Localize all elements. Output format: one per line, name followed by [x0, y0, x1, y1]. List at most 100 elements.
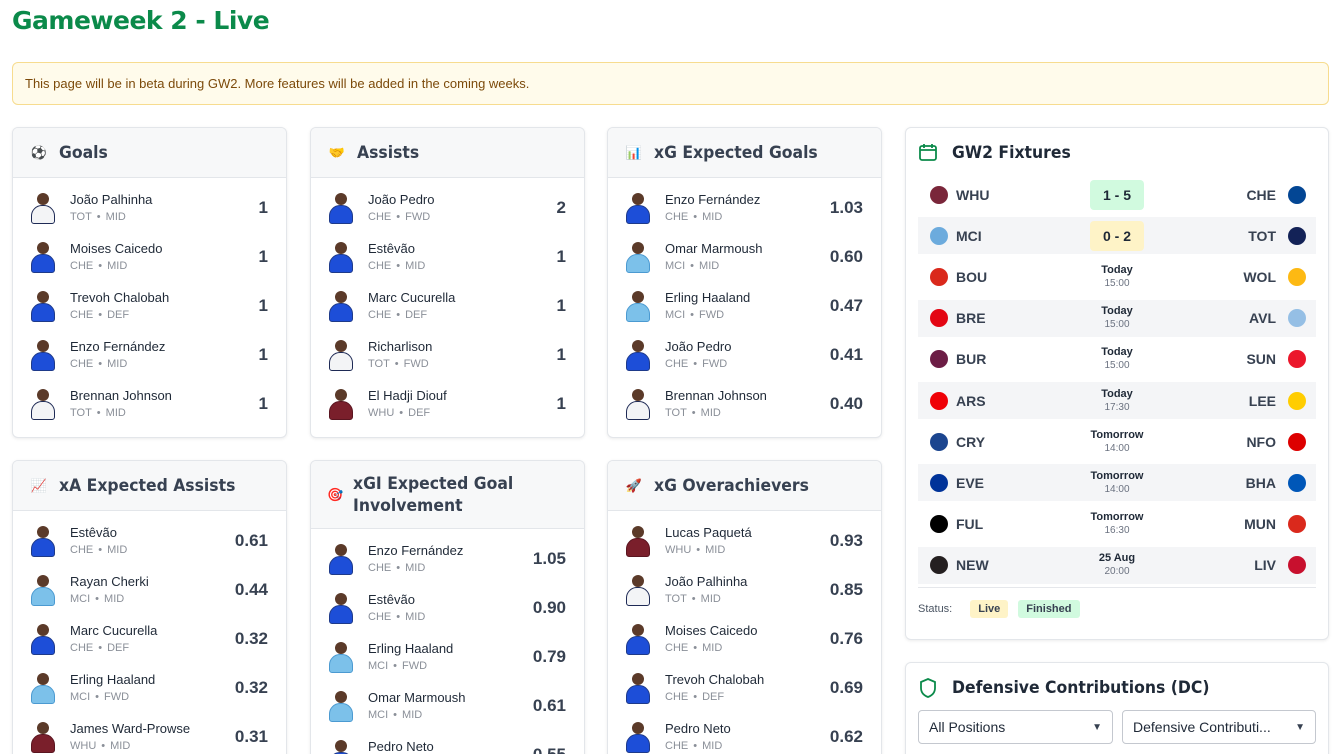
player-row[interactable]: Enzo Fernández CHE • MID 1.05 — [311, 535, 584, 584]
player-row[interactable]: Erling Haaland MCI • FWD 0.32 — [13, 663, 286, 712]
stat-value: 1 — [258, 198, 268, 218]
player-position: DEF — [702, 690, 725, 703]
player-team: MCI — [70, 690, 91, 703]
player-avatar — [327, 290, 355, 322]
player-row[interactable]: James Ward-Prowse WHU • MID 0.31 — [13, 712, 286, 754]
player-row[interactable]: Estêvão CHE • MID 0.61 — [13, 517, 286, 566]
position-select[interactable]: All Positions ▼ — [918, 710, 1113, 744]
fixture-score: 1 - 5 — [1090, 179, 1144, 210]
player-name: Brennan Johnson — [665, 387, 767, 403]
away-team: NFO — [1246, 433, 1276, 450]
fixture-row[interactable]: EVE Tomorrow 14:00 BHA — [918, 464, 1316, 502]
fixture-row[interactable]: CRY Tomorrow 14:00 NFO — [918, 423, 1316, 460]
kickoff-day: Tomorrow — [1090, 469, 1144, 482]
player-team: CHE — [665, 641, 689, 654]
player-row[interactable]: Marc Cucurella CHE • DEF 0.32 — [13, 615, 286, 664]
player-avatar — [29, 721, 57, 753]
player-row[interactable]: Trevoh Chalobah CHE • DEF 1 — [13, 282, 286, 331]
player-avatar — [624, 192, 652, 225]
player-avatar — [624, 241, 652, 274]
trend-chart-icon: 📈 — [30, 477, 48, 493]
player-row[interactable]: Erling Haaland MCI • FWD 0.47 — [608, 282, 881, 331]
fixture-row[interactable]: WHU 1 - 5 CHE — [918, 176, 1316, 213]
bar-chart-icon: 📊 — [625, 144, 643, 160]
player-team: CHE — [665, 357, 689, 370]
player-team: CHE — [665, 739, 689, 752]
card-title: Goals — [59, 142, 108, 163]
player-row[interactable]: Moises Caicedo CHE • MID 0.76 — [608, 615, 881, 664]
fixture-row[interactable]: BUR Today 15:00 SUN — [918, 341, 1316, 378]
player-row[interactable]: Estêvão CHE • MID 1 — [311, 233, 584, 282]
player-avatar — [29, 339, 57, 371]
chevron-down-icon: ▼ — [1295, 721, 1305, 733]
player-team: CHE — [70, 641, 94, 654]
player-name: João Pedro — [368, 192, 435, 208]
player-avatar — [327, 241, 355, 274]
player-row[interactable]: João Palhinha TOT • MID 0.85 — [608, 566, 881, 615]
player-position: FWD — [405, 211, 431, 224]
player-row[interactable]: João Palhinha TOT • MID 1 — [13, 184, 286, 233]
fixture-row[interactable]: MCI 0 - 2 TOT — [918, 217, 1316, 255]
player-avatar — [624, 623, 652, 655]
player-row[interactable]: Omar Marmoush MCI • MID 0.60 — [608, 233, 881, 282]
player-row[interactable]: Estêvão CHE • MID 0.90 — [311, 584, 584, 633]
fixture-row[interactable]: FUL Tomorrow 16:30 MUN — [918, 506, 1316, 543]
kickoff-day: Tomorrow — [1090, 511, 1144, 524]
player-team: CHE — [70, 308, 94, 321]
home-team: ARS — [956, 392, 986, 409]
player-row[interactable]: Brennan Johnson TOT • MID 1 — [13, 379, 286, 428]
player-row[interactable]: Omar Marmoush MCI • MID 0.61 — [311, 681, 584, 730]
player-position: MID — [700, 593, 721, 606]
fixture-row[interactable]: BOU Today 15:00 WOL — [918, 258, 1316, 295]
away-team: LEE — [1248, 392, 1276, 409]
stat-value: 0.55 — [533, 745, 566, 754]
kickoff-day: Today — [1101, 305, 1133, 318]
player-name: Estêvão — [70, 525, 117, 541]
team-crest-icon — [930, 473, 948, 492]
stat-value: 1.03 — [829, 198, 863, 218]
player-row[interactable]: João Pedro CHE • FWD 2 — [311, 184, 584, 233]
player-avatar — [327, 592, 355, 625]
team-crest-icon — [1288, 432, 1306, 451]
fixture-row[interactable]: NEW 25 Aug 20:00 LIV — [918, 546, 1316, 584]
player-row[interactable]: El Hadji Diouf WHU • DEF 1 — [311, 379, 584, 428]
stat-card: 📊 xG Expected Goals Enzo Fernández CHE • MID 1… — [607, 127, 882, 438]
player-row[interactable]: Pedro Neto CHE • MID 0.62 — [608, 712, 881, 754]
player-row[interactable]: Rayan Cherki MCI • MID 0.44 — [13, 566, 286, 615]
target-icon: 🎯 — [327, 486, 344, 502]
metric-select[interactable]: Defensive Contributi... ▼ — [1122, 710, 1316, 744]
card-title: xA Expected Assists — [59, 475, 236, 496]
team-crest-icon — [1288, 391, 1306, 410]
player-row[interactable]: Moises Caicedo CHE • MID 1 — [13, 233, 286, 282]
player-avatar — [624, 339, 652, 371]
stat-value: 0.90 — [532, 598, 566, 618]
player-row[interactable]: Richarlison TOT • FWD 1 — [311, 330, 584, 379]
status-legend: Status: Live Finished — [918, 587, 1316, 618]
team-crest-icon — [930, 515, 948, 534]
fixture-row[interactable]: ARS Today 17:30 LEE — [918, 382, 1316, 419]
player-row[interactable]: Lucas Paquetá WHU • MID 0.93 — [608, 517, 881, 566]
team-crest-icon — [930, 432, 948, 451]
home-team: NEW — [956, 557, 989, 574]
team-crest-icon — [1288, 556, 1306, 575]
player-row[interactable]: Brennan Johnson TOT • MID 0.40 — [608, 379, 881, 428]
player-row[interactable]: Trevoh Chalobah CHE • DEF 0.69 — [608, 663, 881, 712]
team-crest-icon — [930, 391, 948, 410]
player-row[interactable]: Marc Cucurella CHE • DEF 1 — [311, 282, 584, 331]
player-name: Lucas Paquetá — [665, 525, 752, 541]
team-crest-icon — [930, 185, 948, 204]
stat-value: 0.62 — [829, 726, 863, 746]
fixture-row[interactable]: BRE Today 15:00 AVL — [918, 299, 1316, 337]
player-row[interactable]: Erling Haaland MCI • FWD 0.79 — [311, 633, 584, 682]
player-team: MCI — [368, 708, 389, 721]
player-row[interactable]: Enzo Fernández CHE • MID 1.03 — [608, 184, 881, 233]
player-row[interactable]: Enzo Fernández CHE • MID 1 — [13, 330, 286, 379]
player-name: Enzo Fernández — [665, 192, 761, 208]
player-name: Enzo Fernández — [368, 543, 464, 559]
player-position: MID — [702, 739, 723, 752]
home-team: BUR — [956, 351, 987, 368]
player-row[interactable]: João Pedro CHE • FWD 0.41 — [608, 330, 881, 379]
player-position: DEF — [107, 308, 130, 321]
card-title: Assists — [357, 142, 420, 163]
